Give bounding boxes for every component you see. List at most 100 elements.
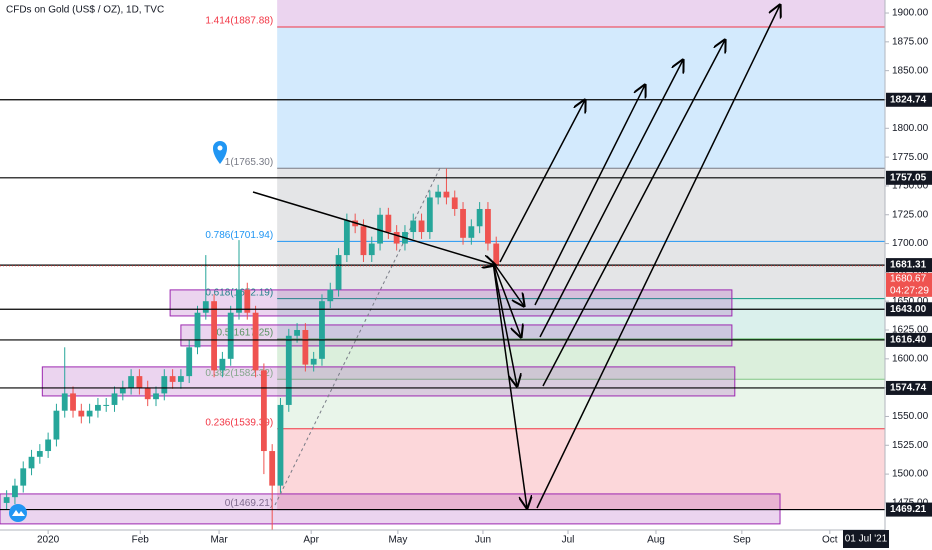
y-tick-label: 1650.00 [892, 296, 929, 307]
y-tick-label: 1700.00 [892, 238, 929, 249]
fib-zone [277, 168, 885, 242]
candle-body [493, 243, 500, 266]
candle-body [343, 220, 350, 256]
candle-body [70, 393, 76, 411]
fib-zones: 0(1469.21) 0.236(1539.39) 0.382(1582.32) 0.… [205, 0, 885, 511]
candle-body [377, 214, 383, 244]
level-label: 1469.21 [890, 504, 927, 515]
x-tick-label: Oct [822, 535, 838, 546]
x-tick-label: 2020 [37, 535, 60, 546]
candle-body [12, 485, 18, 498]
level-label-box [886, 302, 932, 317]
level-label-box [886, 380, 932, 395]
candle-body [86, 410, 93, 417]
fib-zone [277, 0, 885, 27]
time-axis [0, 530, 932, 550]
y-tick-label: 1550.00 [892, 411, 929, 422]
candle-body [194, 312, 201, 348]
candle-body [476, 208, 483, 227]
fib-zone [277, 428, 885, 510]
x-tick-label: Feb [132, 535, 150, 546]
level-label: 1757.05 [890, 172, 927, 183]
candle-body [385, 214, 392, 233]
candle-body [360, 226, 367, 256]
candle-body [111, 393, 118, 405]
arrow [542, 40, 725, 387]
arrow [492, 261, 521, 337]
candle-body [36, 451, 43, 457]
arrows [252, 5, 780, 509]
fib-label: 0.786(1701.94) [205, 230, 273, 241]
level-label: 1643.00 [890, 304, 927, 315]
x-tick-label: Apr [303, 535, 319, 546]
arrow [536, 5, 780, 509]
candle-body [310, 358, 317, 365]
candle-body [460, 208, 466, 238]
candle-body [285, 335, 292, 405]
candle-body [103, 404, 110, 406]
candle-body [227, 312, 234, 359]
level-label: 1681.31 [890, 260, 927, 271]
candle-body [78, 410, 85, 417]
fib-zone [277, 298, 885, 339]
arrow [499, 100, 585, 263]
marker-pin [213, 141, 227, 164]
candle-body [45, 439, 52, 452]
level-label-box [886, 332, 932, 347]
candle-body [28, 456, 35, 469]
last-price-box [886, 272, 932, 297]
rectangle [169, 289, 733, 317]
level-label-box [886, 258, 932, 273]
fib-label: 1.414(1887.88) [205, 16, 273, 27]
x-tick-label: Jun [475, 535, 491, 546]
candle-body [136, 376, 143, 388]
arrow [492, 261, 517, 386]
x-tick-label: Sep [733, 535, 751, 546]
candle-body [327, 289, 334, 302]
candle-body [260, 370, 267, 452]
fib-label: 0.236(1539.39) [205, 417, 273, 428]
arrow [492, 261, 524, 306]
countdown: 04:27:29 [890, 285, 929, 296]
rectangle [41, 366, 736, 397]
x-tick-label: Jul [562, 535, 575, 546]
rectangle [0, 493, 781, 525]
candle-body [302, 330, 309, 365]
candle-body [95, 404, 101, 411]
rectangles [0, 289, 781, 525]
x-tick-label: Aug [647, 535, 665, 546]
y-tick-label: 1525.00 [892, 440, 929, 451]
candle-body [186, 347, 193, 377]
candle-body [368, 243, 375, 256]
logo [9, 504, 27, 522]
candle-body [485, 208, 491, 244]
fib-label: 0.5(1617.25) [216, 328, 273, 339]
candle-body [426, 197, 433, 233]
level-label-box [886, 502, 932, 517]
date-label-box [843, 530, 889, 548]
level-label-box [886, 92, 932, 107]
candle-body [468, 226, 475, 238]
fib-label: 1(1765.30) [225, 157, 273, 168]
y-tick-label: 1600.00 [892, 353, 929, 364]
candle-body [61, 393, 68, 411]
candle-body [219, 358, 226, 371]
arrow [539, 60, 683, 338]
levels [0, 99, 885, 511]
y-tick-label: 1625.00 [892, 325, 929, 336]
candle-body [418, 220, 425, 233]
candle-body [144, 387, 151, 400]
x-tick-label: May [388, 535, 407, 546]
candle-body [236, 289, 242, 313]
fib-label: 0(1469.21) [225, 498, 273, 509]
candle-body [202, 301, 209, 313]
x-tick-label: Mar [210, 535, 228, 546]
candle-body [451, 197, 458, 209]
level-label: 1616.40 [890, 335, 927, 346]
candle-body [119, 387, 126, 394]
candle-body [269, 451, 276, 486]
candle-body [161, 376, 168, 394]
level-label: 1824.74 [890, 94, 927, 105]
candle-body [443, 191, 450, 198]
candle-body [3, 497, 10, 503]
